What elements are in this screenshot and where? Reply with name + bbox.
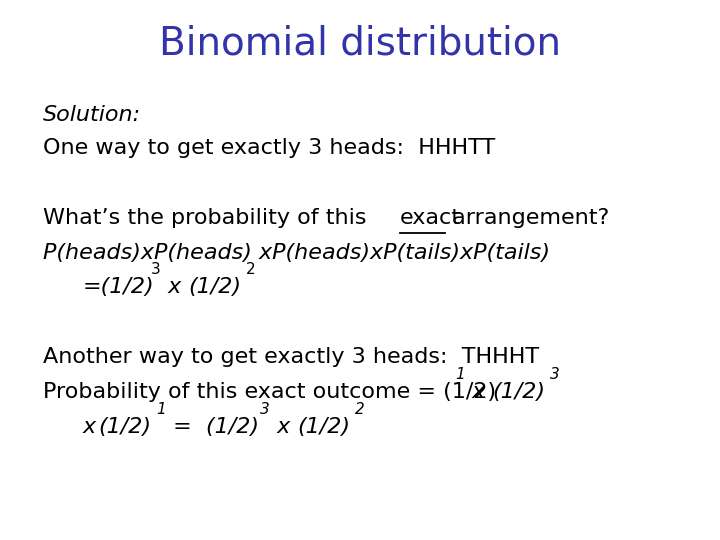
Text: (1/2): (1/2) <box>99 417 152 437</box>
Text: What’s the probability of this: What’s the probability of this <box>43 208 374 228</box>
Text: =(1/2): =(1/2) <box>83 277 154 297</box>
Text: One way to get exactly 3 heads:  HHHTT: One way to get exactly 3 heads: HHHTT <box>43 138 495 158</box>
Text: x: x <box>465 382 492 402</box>
Text: 3: 3 <box>150 262 161 277</box>
Text: 2: 2 <box>246 262 255 277</box>
Text: 1: 1 <box>455 367 465 382</box>
Text: P(heads)xP(heads) xP(heads)xP(tails)xP(tails): P(heads)xP(heads) xP(heads)xP(tails)xP(t… <box>43 243 550 263</box>
Text: arrangement?: arrangement? <box>445 208 609 228</box>
Text: Solution:: Solution: <box>43 105 141 125</box>
Text: 1: 1 <box>156 402 166 417</box>
Text: 3: 3 <box>550 367 560 382</box>
Text: exact: exact <box>400 208 461 228</box>
Text: Another way to get exactly 3 heads:  THHHT: Another way to get exactly 3 heads: THHH… <box>43 347 539 367</box>
Text: Binomial distribution: Binomial distribution <box>159 24 561 62</box>
Text: (1/2): (1/2) <box>188 277 241 297</box>
Text: 2: 2 <box>355 402 365 417</box>
Text: 3: 3 <box>260 402 270 417</box>
Text: (1/2): (1/2) <box>492 382 546 402</box>
Text: (1/2): (1/2) <box>297 417 351 437</box>
Text: x: x <box>83 417 103 437</box>
Text: x: x <box>161 277 188 297</box>
Text: Probability of this exact outcome = (1/2): Probability of this exact outcome = (1/2… <box>43 382 496 402</box>
Text: x: x <box>270 417 297 437</box>
Text: =  (1/2): = (1/2) <box>166 417 259 437</box>
